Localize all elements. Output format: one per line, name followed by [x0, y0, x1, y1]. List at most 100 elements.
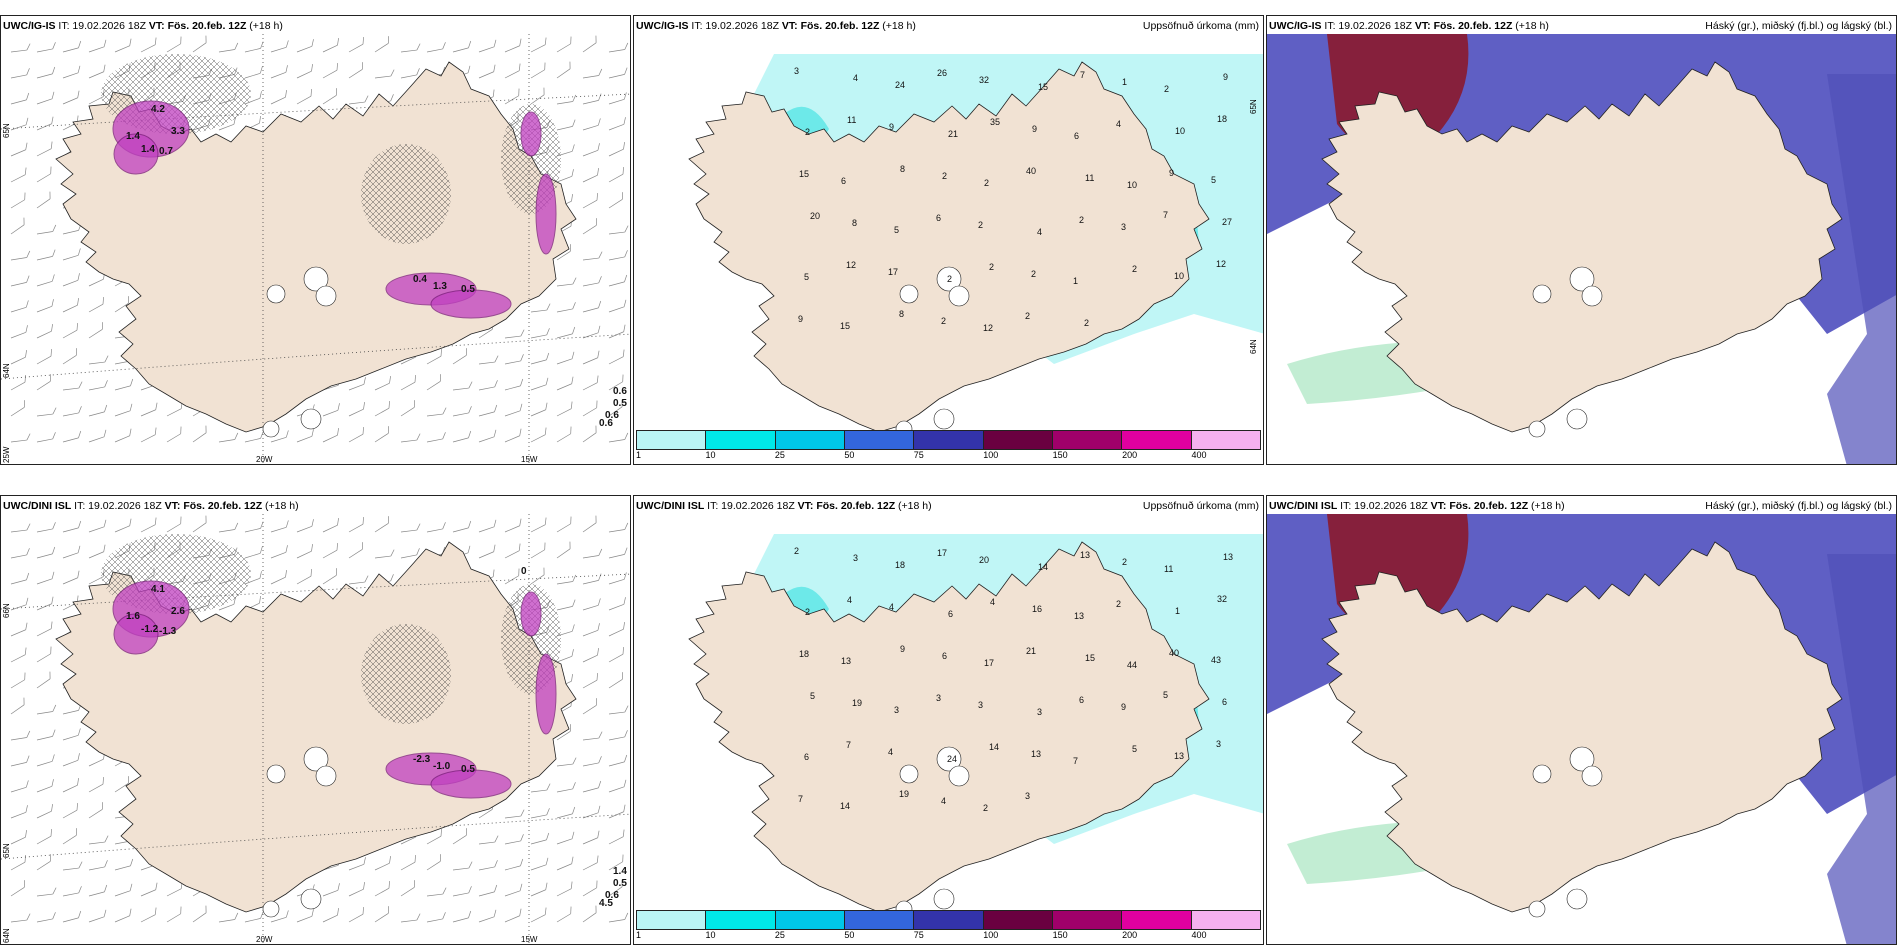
value-label: 3	[894, 705, 899, 715]
precip-colorbar	[636, 910, 1261, 930]
value-label: 0.5	[613, 878, 627, 889]
colorbar-label: 400	[1191, 930, 1207, 940]
lat-label: 65N	[2, 123, 11, 138]
colorbar-segment	[775, 431, 845, 449]
value-label: 44	[1127, 660, 1137, 670]
model-label: UWC/IG-IS	[1269, 20, 1322, 32]
value-label: 12	[846, 260, 856, 270]
vt-label: VT:	[1430, 500, 1447, 512]
valid-time: Fös. 20.feb. 12Z	[1433, 20, 1513, 32]
colorbar-segment	[1122, 431, 1192, 449]
colorbar-segment	[1191, 431, 1260, 449]
value-label: 10	[1175, 126, 1185, 136]
precip-contours	[112, 580, 557, 799]
colorbar-label: 150	[1052, 450, 1068, 460]
precip-contours	[112, 100, 557, 319]
colorbar-label: 1	[636, 930, 642, 940]
value-label: 9	[798, 314, 803, 324]
map-panel-precip-ig: UWC/IG-IS IT: 19.02.2026 18Z VT: Fös. 20…	[633, 15, 1264, 465]
value-label: 6	[948, 609, 953, 619]
value-label: 0.5	[461, 284, 475, 295]
valid-time: Fös. 20.feb. 12Z	[800, 20, 880, 32]
valid-time: Fös. 20.feb. 12Z	[167, 20, 247, 32]
forecast-offset: (+18 h)	[882, 20, 916, 32]
colorbar-label: 150	[1052, 930, 1068, 940]
iceland-land	[688, 541, 1210, 918]
panel-header: UWC/IG-IS IT: 19.02.2026 18Z VT: Fös. 20…	[634, 16, 1263, 36]
value-label: 4	[990, 597, 995, 607]
value-label: 9	[1169, 168, 1174, 178]
value-label: 9	[1223, 72, 1228, 82]
value-label: 1.4	[141, 144, 155, 155]
value-label: 20	[979, 555, 989, 565]
init-time: IT: 19.02.2026 18Z	[74, 500, 162, 512]
iceland-land	[1321, 61, 1843, 438]
value-label: 3	[1121, 222, 1126, 232]
colorbar-label: 75	[913, 930, 924, 940]
colorbar-segment	[983, 911, 1053, 929]
forecast-offset: (+18 h)	[1515, 20, 1549, 32]
value-labels: 3424263215712921192135964101815682240111…	[794, 66, 1232, 333]
value-label: 7	[1163, 210, 1168, 220]
value-label: 18	[799, 649, 809, 659]
forecast-offset: (+18 h)	[898, 500, 932, 512]
lat-label: 65N	[1249, 99, 1258, 114]
value-label: 4	[1037, 227, 1042, 237]
colorbar-segment	[983, 431, 1053, 449]
colorbar-segment	[1191, 911, 1260, 929]
map-area: 4.1 2.6 1.6 -1.2 -1.3 -2.3 -1.0 0.5 1.4 0.5 0.6 4.5…	[1, 514, 630, 944]
colorbar-segment	[637, 431, 707, 449]
value-label: 17	[888, 267, 898, 277]
value-label: 32	[979, 75, 989, 85]
colorbar-segment	[844, 911, 915, 929]
value-label: 15	[1085, 653, 1095, 663]
model-label: UWC/DINI ISL	[3, 500, 72, 512]
value-label: 6	[841, 176, 846, 186]
value-label: 24	[947, 754, 957, 764]
value-label: 7	[1073, 756, 1078, 766]
value-label: 8	[899, 309, 904, 319]
lat-label: 25W	[2, 446, 11, 463]
lat-label: 64N	[1249, 339, 1258, 354]
value-label: 6	[942, 651, 947, 661]
value-label: 0.6	[605, 890, 619, 901]
precip-map: 3424263215712921192135964101815682240111…	[688, 54, 1263, 438]
value-label: 14	[840, 801, 850, 811]
value-label: 2	[1031, 269, 1036, 279]
vt-label: VT:	[164, 500, 181, 512]
colorbar-segment	[914, 431, 984, 449]
cloud-map	[1267, 34, 1896, 464]
value-label: 24	[895, 80, 905, 90]
iceland-land	[1321, 541, 1843, 918]
panel-header: UWC/IG-IS IT: 19.02.2026 18Z VT: Fös. 20…	[1267, 16, 1896, 36]
map-panel-wind-ig: UWC/IG-IS IT: 19.02.2026 18Z VT: Fös. 20…	[0, 15, 631, 465]
value-label: 4	[853, 73, 858, 83]
value-label: 18	[895, 560, 905, 570]
value-label: 0.4	[413, 274, 427, 285]
iceland-land	[688, 61, 1210, 438]
valid-time: Fös. 20.feb. 12Z	[816, 500, 896, 512]
value-label: 7	[798, 794, 803, 804]
colorbar-label: 100	[983, 450, 999, 460]
map-area: 2 3 18 17 20 14 13 2 11 13 2 4 4 6 4 16 13 2 1 32 18 13 9 6 17 21…	[634, 514, 1263, 924]
value-label: 10	[1174, 271, 1184, 281]
init-time: IT: 19.02.2026 18Z	[707, 500, 795, 512]
value-label: 2.6	[171, 606, 185, 617]
value-label: 15	[840, 321, 850, 331]
value-label: 2	[1025, 311, 1030, 321]
value-label: 4.2	[151, 104, 165, 115]
value-labels: 4.12.61.6-1.2 -1.3-2.3-1.0 0.51.40.50.64.5…	[126, 566, 627, 909]
iceland-land	[55, 541, 577, 918]
map-panel-cloud-ig: UWC/IG-IS IT: 19.02.2026 18Z VT: Fös. 20…	[1266, 15, 1897, 465]
value-label: 2	[941, 316, 946, 326]
value-label: 5	[1163, 690, 1168, 700]
value-label: 9	[1121, 702, 1126, 712]
value-label: 0.6	[599, 418, 613, 429]
value-label: 40	[1169, 648, 1179, 658]
value-label: 11	[1164, 564, 1173, 574]
colorbar-segment	[706, 431, 776, 449]
value-label: 1.4	[613, 866, 627, 877]
value-label: 13	[1223, 552, 1233, 562]
value-label: 1	[1073, 276, 1078, 286]
value-label: 3	[853, 553, 858, 563]
